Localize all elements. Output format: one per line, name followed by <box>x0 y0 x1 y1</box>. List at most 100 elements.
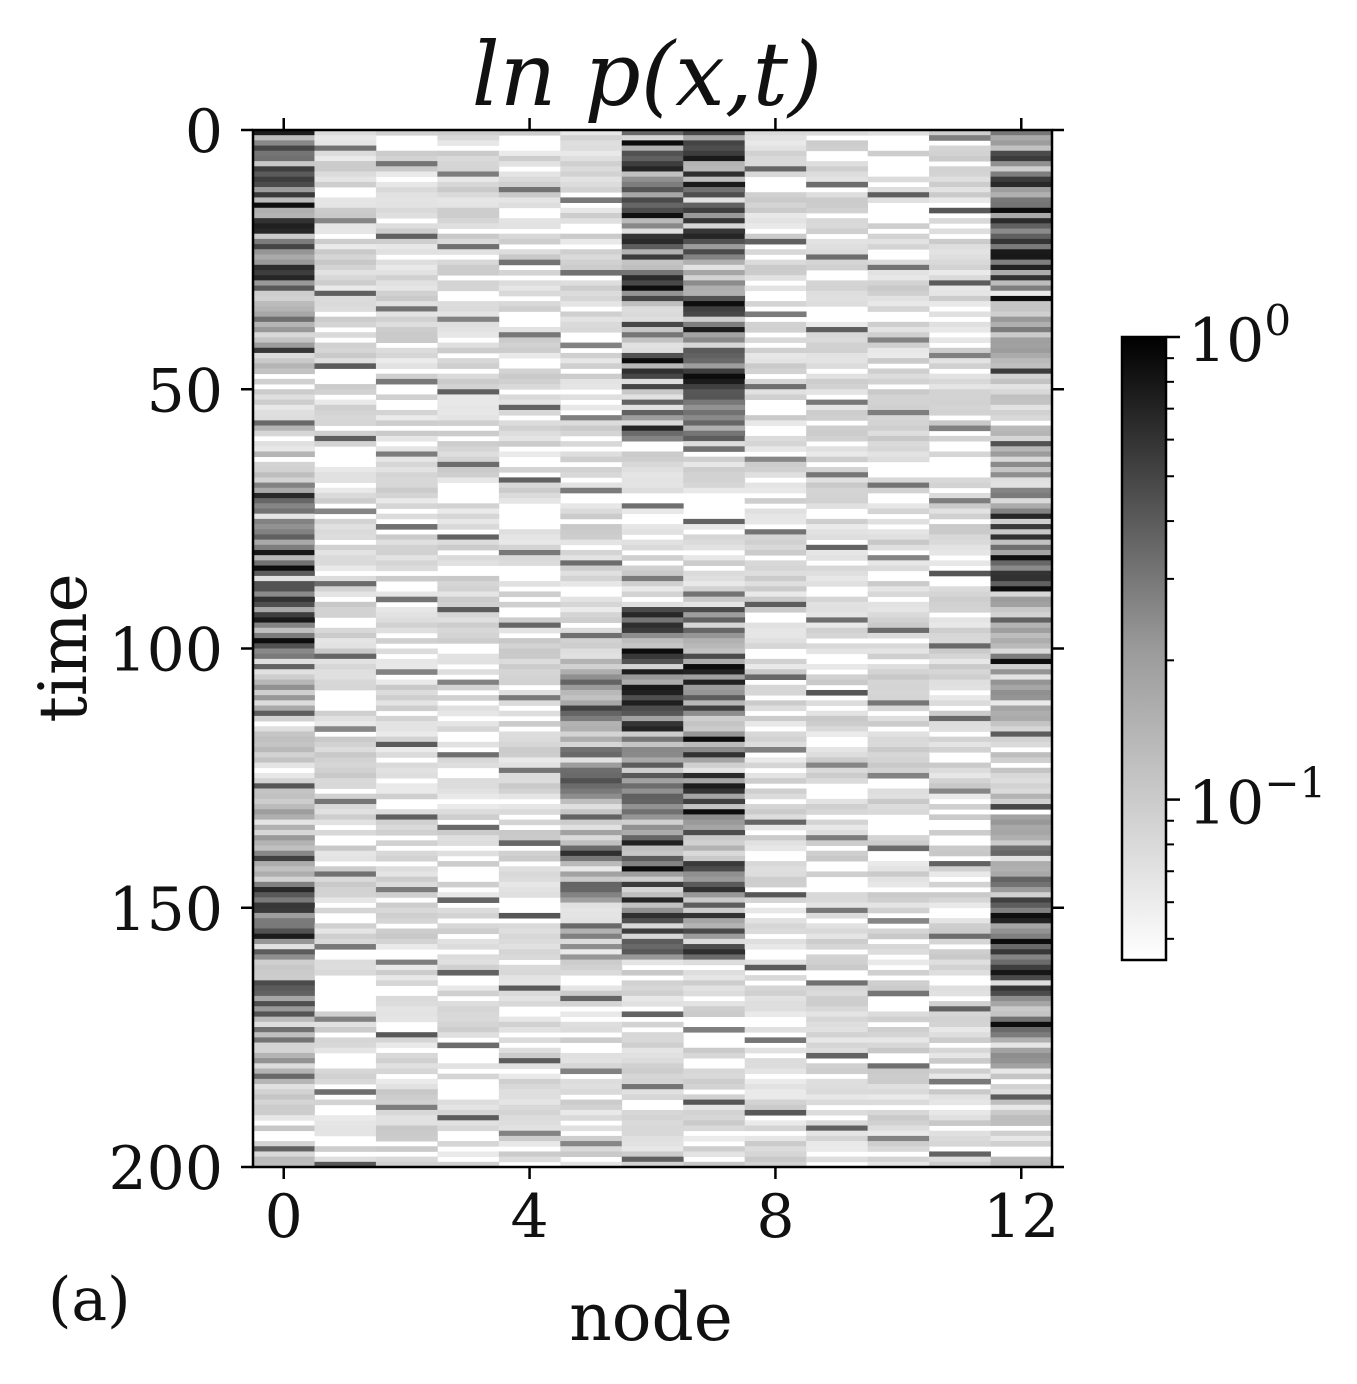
heatmap-cell <box>806 1125 869 1132</box>
heatmap-cell <box>744 259 807 266</box>
heatmap-cell <box>253 674 315 680</box>
heatmap-cell <box>253 612 315 618</box>
heatmap-cell <box>621 679 684 686</box>
heatmap-cell <box>621 358 684 364</box>
heatmap-cell <box>253 275 315 281</box>
heatmap-cell <box>806 1068 869 1075</box>
heatmap-cell <box>253 378 315 385</box>
heatmap-cell <box>375 451 438 458</box>
heatmap-cell <box>744 1104 807 1111</box>
heatmap-cell <box>990 192 1053 198</box>
heatmap-cell <box>744 892 807 898</box>
heatmap-cell <box>683 187 746 193</box>
heatmap-cell <box>683 980 746 986</box>
heatmap-cell <box>375 1078 438 1085</box>
heatmap-cell <box>744 1011 807 1018</box>
heatmap-cell <box>990 467 1053 473</box>
heatmap-cell <box>990 674 1053 680</box>
heatmap-cell <box>683 1094 746 1100</box>
heatmap-cell <box>253 881 315 888</box>
heatmap-cell <box>744 1037 807 1043</box>
heatmap-cell <box>990 601 1053 608</box>
heatmap-cell <box>867 1037 930 1043</box>
heatmap-cell <box>314 938 377 945</box>
heatmap-cell <box>314 747 377 753</box>
heatmap-cell <box>560 669 623 675</box>
heatmap-cell <box>806 492 869 499</box>
heatmap-cell <box>314 871 377 878</box>
heatmap-cell <box>990 280 1053 286</box>
heatmap-cell <box>867 290 930 297</box>
heatmap-cell <box>437 1021 500 1028</box>
heatmap-cell <box>437 467 500 473</box>
heatmap-cell <box>314 798 377 805</box>
heatmap-cell <box>437 456 500 463</box>
heatmap-cell <box>867 902 930 909</box>
heatmap-cell <box>683 207 746 214</box>
heatmap-cell <box>253 793 315 800</box>
heatmap-cell <box>314 212 377 219</box>
heatmap-cell <box>437 788 500 795</box>
heatmap-cell <box>867 1125 930 1132</box>
heatmap-cell <box>621 1001 684 1007</box>
heatmap-cell <box>806 467 869 473</box>
heatmap-cell <box>437 259 500 266</box>
heatmap-cell <box>253 430 315 437</box>
heatmap-cell <box>498 1047 561 1054</box>
heatmap-cell <box>253 835 315 841</box>
heatmap-cell <box>683 285 746 292</box>
heatmap-cell <box>990 907 1053 914</box>
y-tick-label: 50 <box>147 356 223 426</box>
heatmap-cell <box>929 964 991 971</box>
heatmap-cell <box>375 487 438 494</box>
heatmap-cell <box>621 881 684 888</box>
heatmap-cell <box>253 1063 315 1069</box>
heatmap-cell <box>498 1109 561 1116</box>
heatmap-cell <box>498 871 561 878</box>
heatmap-cell <box>990 202 1053 209</box>
heatmap-cell <box>806 1141 869 1147</box>
heatmap-cell <box>990 1058 1053 1064</box>
heatmap-cell <box>990 544 1053 551</box>
heatmap-cell <box>560 316 623 323</box>
heatmap-cell <box>929 373 991 380</box>
heatmap-cell <box>683 238 746 245</box>
heatmap-cell <box>867 477 930 483</box>
heatmap-cell <box>498 254 561 261</box>
heatmap-cell <box>744 622 807 629</box>
heatmap-cell <box>683 176 746 183</box>
heatmap-cell <box>560 560 623 566</box>
heatmap-cell <box>867 1146 930 1152</box>
heatmap-cell <box>253 399 315 406</box>
heatmap-cell <box>929 1078 991 1085</box>
heatmap-cell <box>560 835 623 841</box>
heatmap-cell <box>867 1109 930 1116</box>
heatmap-cell <box>560 752 623 758</box>
heatmap-cell <box>253 850 315 857</box>
heatmap-cell <box>375 181 438 188</box>
heatmap-cell <box>990 581 1053 587</box>
heatmap-cell <box>253 166 315 172</box>
heatmap-cell <box>929 285 991 292</box>
heatmap-cell <box>621 409 684 416</box>
heatmap-cell <box>806 1109 869 1116</box>
heatmap-cell <box>314 332 377 338</box>
heatmap-cell <box>806 529 869 535</box>
heatmap-cell <box>929 632 991 639</box>
heatmap-cell <box>253 923 315 929</box>
heatmap-cell <box>929 135 991 141</box>
heatmap-cell <box>683 394 746 401</box>
colorbar-frame <box>1120 335 1168 962</box>
heatmap-cell <box>314 301 377 307</box>
heatmap-cell <box>253 524 315 530</box>
heatmap-cell <box>990 881 1053 888</box>
heatmap-cell <box>314 285 377 292</box>
heatmap-cell <box>621 425 684 432</box>
heatmap-cell <box>560 788 623 795</box>
heatmap-cell <box>929 871 991 878</box>
heatmap-cell <box>560 679 623 686</box>
heatmap-cell <box>867 518 930 525</box>
heatmap-cell <box>867 736 930 743</box>
heatmap-cell <box>929 295 991 302</box>
heatmap-cell <box>437 928 500 935</box>
